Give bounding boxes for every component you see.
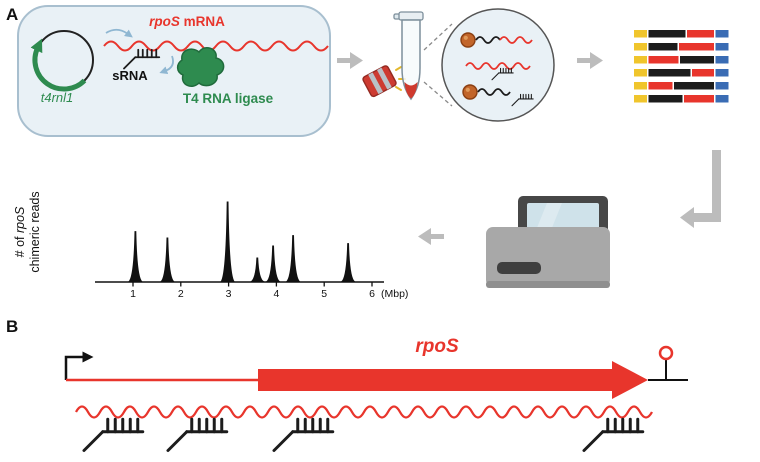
axis-tick-label: 1 xyxy=(130,288,136,300)
zoom-line-top xyxy=(423,23,453,51)
mrna-title: rpoS mRNA xyxy=(149,14,225,29)
terminator-loop xyxy=(658,345,674,361)
read-segment xyxy=(715,69,729,77)
read-segment xyxy=(648,56,679,64)
x-axis-ticks: 1 2 3 4 5 6 xyxy=(130,282,375,300)
axis-tick-label: 2 xyxy=(178,288,184,300)
read-segment xyxy=(684,95,714,103)
read-segment xyxy=(648,30,686,38)
ylabel-line1: # of rpoS xyxy=(13,206,27,257)
mrna-fragment-wave-1 xyxy=(499,36,533,44)
zoom-inset xyxy=(441,8,555,122)
ylabel-prefix: # of xyxy=(13,233,27,257)
ligation-reaction-box: t4rnl1 rpoS mRNA sRNA T4 RNA ligase xyxy=(17,5,331,137)
plasmid-gene-arrow xyxy=(30,38,87,92)
rpos-gene-arrow xyxy=(258,361,648,399)
zoom-line-bottom xyxy=(423,81,453,107)
sequencer-base xyxy=(486,281,610,288)
read-segment xyxy=(715,30,729,38)
bead-pellet xyxy=(404,82,418,99)
microcentrifuge-tube xyxy=(393,11,424,101)
ylabel-line2: chimeric reads xyxy=(28,191,42,272)
magnet-stripe-1 xyxy=(368,72,383,95)
read-segment xyxy=(648,69,691,77)
panel-a-label: A xyxy=(6,5,18,24)
binding-arrow-2 xyxy=(159,55,174,75)
sequencer-slot xyxy=(497,262,541,274)
rpos-gene-label: rpoS xyxy=(415,336,459,357)
ylabel-gene: rpoS xyxy=(13,206,27,233)
tube-cap xyxy=(398,11,424,21)
workflow-arrow-elbow xyxy=(680,150,721,228)
srna-3 xyxy=(272,417,335,452)
mrna-fragment-wave-2 xyxy=(465,62,531,70)
read-segment xyxy=(634,82,647,90)
read-segment xyxy=(634,56,647,64)
axis-tick-label: 6 xyxy=(369,288,375,300)
read-segment xyxy=(715,43,729,51)
read-segment xyxy=(634,30,647,38)
t4-rna-ligase-blob xyxy=(176,47,225,87)
read-segment xyxy=(692,69,714,77)
read-segment xyxy=(674,82,714,90)
workflow-arrow-2 xyxy=(577,52,603,69)
magnetic-bead-1 xyxy=(460,32,476,48)
rpos-mrna-wave xyxy=(74,405,654,419)
promoter-arrow xyxy=(64,351,94,380)
srna-wave-1 xyxy=(475,36,501,44)
read-segment xyxy=(648,82,673,90)
chimeric-reads-stack xyxy=(634,30,729,103)
read-segment xyxy=(680,56,714,64)
chimeric-reads-plot: # of rpoS chimeric reads 1 2 3 4 5 6 (Mbp) xyxy=(13,191,408,300)
srna-2 xyxy=(166,417,229,452)
panel-a-box xyxy=(17,5,331,137)
srna-1 xyxy=(82,417,145,452)
pulldown-step xyxy=(362,8,555,122)
sequencer xyxy=(486,196,610,288)
plot-ylabel: # of rpoS chimeric reads xyxy=(13,191,42,272)
magnetic-bead-2 xyxy=(462,84,478,100)
read-segment xyxy=(715,82,729,90)
chimeric-read-peaks xyxy=(128,201,356,282)
read-segment xyxy=(679,43,714,51)
sequencer-body xyxy=(486,227,610,287)
axis-tick-label: 3 xyxy=(226,288,232,300)
workflow-arrow-1 xyxy=(337,52,363,69)
magnet xyxy=(362,65,397,98)
srna-wave-2 xyxy=(477,88,511,96)
read-segment xyxy=(687,30,714,38)
plasmid-gene-label: t4rnl1 xyxy=(41,90,74,105)
workflow-arrow-3 xyxy=(418,228,444,245)
mrna-title-suffix: mRNA xyxy=(180,14,225,29)
srna-label: sRNA xyxy=(112,68,148,83)
magnet-stripe-2 xyxy=(377,67,392,90)
ligase-label: T4 RNA ligase xyxy=(183,91,274,106)
read-segment xyxy=(634,43,647,51)
tube-body xyxy=(401,19,421,101)
read-segment xyxy=(648,95,683,103)
srna-4 xyxy=(582,417,645,452)
read-segment xyxy=(634,95,647,103)
read-segment xyxy=(634,69,647,77)
axis-tick-label: 5 xyxy=(321,288,327,300)
read-segment xyxy=(715,56,729,64)
mrna-title-gene: rpoS xyxy=(149,14,180,29)
read-segment xyxy=(715,95,729,103)
rpos-locus-diagram: rpoS xyxy=(64,336,688,452)
mrna-wave xyxy=(103,40,329,52)
binding-arrow-1 xyxy=(105,28,133,38)
axis-tick-label: 4 xyxy=(273,288,279,300)
panel-b-label: B xyxy=(6,317,18,336)
x-axis-unit: (Mbp) xyxy=(381,288,408,300)
read-segment xyxy=(648,43,678,51)
